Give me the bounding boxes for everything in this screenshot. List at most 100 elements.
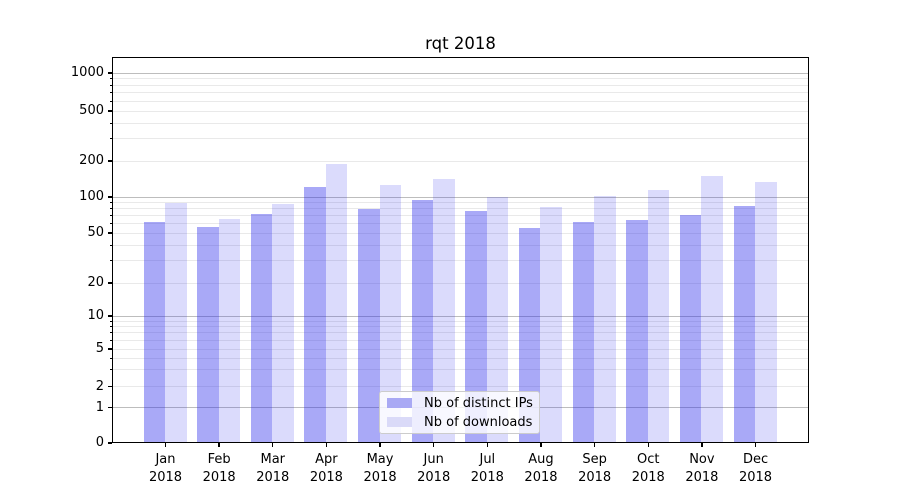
bar-may-downloads — [379, 185, 402, 442]
x-tick-label-sep: Sep 2018 — [568, 451, 622, 486]
y-tick-mark — [108, 232, 112, 234]
x-tick-mark — [540, 443, 542, 447]
x-tick-month: Dec — [742, 452, 769, 467]
bar-sep-downloads — [594, 195, 616, 442]
y-minor-tick-mark — [109, 92, 112, 94]
x-tick-year: 2018 — [578, 469, 612, 485]
x-tick-label-jun: Jun 2018 — [407, 451, 461, 486]
minor-gridline — [113, 138, 808, 140]
minor-gridline — [113, 122, 808, 124]
y-minor-tick-mark — [109, 332, 112, 334]
minor-gridline — [113, 320, 808, 322]
minor-gridline — [113, 326, 808, 328]
x-tick-month: Oct — [637, 452, 660, 467]
y-tick-mark — [108, 385, 112, 388]
x-tick-mark — [593, 443, 596, 447]
minor-gridline — [113, 339, 808, 341]
y-tick-mark — [108, 315, 112, 317]
y-minor-tick-mark — [109, 122, 112, 124]
bar-dec-distinct-ips — [733, 205, 756, 442]
bar-dec-downloads — [755, 182, 777, 442]
bar-mar-downloads — [272, 204, 294, 442]
legend: Nb of distinct IPs Nb of downloads — [379, 391, 540, 434]
y-minor-tick-mark — [109, 84, 112, 86]
y-tick-label: 5 — [95, 341, 104, 356]
y-tick-label: 1000 — [70, 65, 104, 80]
bar-apr-downloads — [325, 164, 348, 442]
x-tick-month: Mar — [260, 452, 286, 467]
bar-nov-downloads — [701, 176, 723, 442]
y-tick-label: 500 — [79, 103, 104, 118]
y-minor-tick-mark — [109, 357, 112, 359]
y-minor-tick-mark — [109, 208, 112, 210]
x-tick-year: 2018 — [685, 469, 719, 485]
bar-feb-distinct-ips — [197, 226, 219, 442]
bar-jan-downloads — [165, 202, 187, 442]
x-tick-mark — [164, 443, 167, 447]
y-tick-mark — [108, 110, 112, 112]
legend-item-distinct-ips: Nb of distinct IPs — [387, 396, 539, 411]
minor-gridline — [113, 78, 808, 80]
bar-nov-distinct-ips — [679, 215, 702, 442]
y-minor-tick-mark — [109, 223, 112, 225]
x-tick-label-oct: Oct 2018 — [621, 451, 675, 486]
minor-gridline — [113, 348, 808, 350]
x-tick-year: 2018 — [309, 469, 343, 485]
minor-gridline — [113, 92, 808, 94]
minor-gridline — [113, 110, 808, 112]
x-tick-month: Jun — [423, 452, 444, 467]
y-minor-tick-mark — [109, 244, 112, 246]
x-tick-label-may: May 2018 — [353, 451, 407, 486]
bar-oct-downloads — [647, 189, 670, 442]
x-tick-year: 2018 — [256, 469, 290, 485]
minor-gridline — [113, 357, 808, 359]
bar-jun-distinct-ips — [411, 200, 434, 442]
major-gridline — [113, 315, 808, 317]
x-tick-label-apr: Apr 2018 — [299, 451, 353, 486]
minor-gridline — [113, 208, 808, 210]
x-tick-year: 2018 — [524, 469, 558, 485]
x-tick-label-nov: Nov 2018 — [675, 451, 729, 486]
x-tick-year: 2018 — [202, 469, 236, 485]
y-minor-tick-mark — [109, 369, 112, 371]
x-tick-month: May — [366, 452, 394, 467]
y-tick-mark — [108, 72, 112, 74]
y-tick-label: 10 — [87, 308, 104, 323]
y-minor-tick-mark — [109, 215, 112, 217]
minor-gridline — [113, 215, 808, 217]
minor-gridline — [113, 100, 808, 102]
minor-gridline — [113, 244, 808, 246]
x-tick-mark — [325, 443, 328, 447]
y-tick-mark — [108, 196, 112, 198]
y-minor-tick-mark — [109, 78, 112, 80]
x-tick-month: Jan — [155, 452, 176, 467]
y-tick-label: 50 — [87, 225, 104, 240]
chart-title: rqt 2018 — [425, 34, 496, 53]
minor-gridline — [113, 201, 808, 203]
minor-gridline — [113, 386, 808, 387]
minor-gridline — [113, 84, 808, 86]
y-tick-mark — [108, 348, 112, 350]
y-minor-tick-mark — [109, 339, 112, 341]
x-tick-label-aug: Aug 2018 — [514, 451, 568, 486]
y-tick-label: 0 — [95, 435, 104, 450]
x-tick-mark — [218, 443, 220, 447]
y-tick-mark — [108, 442, 112, 444]
y-tick-label: 20 — [87, 275, 104, 290]
x-tick-mark — [433, 443, 435, 447]
minor-gridline — [113, 282, 808, 284]
bar-jul-distinct-ips — [465, 211, 487, 442]
x-tick-mark — [701, 443, 703, 447]
bar-jul-downloads — [486, 197, 509, 442]
y-tick-mark — [108, 282, 112, 284]
y-tick-label: 200 — [79, 153, 104, 168]
y-tick-label: 1 — [95, 399, 104, 415]
y-minor-tick-mark — [109, 260, 112, 262]
bar-oct-distinct-ips — [626, 219, 648, 442]
minor-gridline — [113, 223, 808, 225]
legend-label-distinct-ips: Nb of distinct IPs — [424, 395, 533, 411]
bar-aug-distinct-ips — [518, 227, 541, 442]
bar-jun-downloads — [433, 178, 455, 442]
x-tick-month: Feb — [207, 452, 231, 467]
y-minor-tick-mark — [109, 138, 112, 140]
